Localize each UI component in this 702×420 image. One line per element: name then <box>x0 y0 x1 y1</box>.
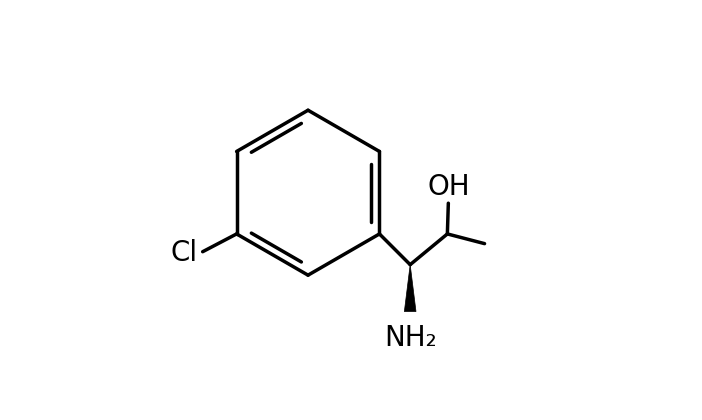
Text: Cl: Cl <box>171 239 198 268</box>
Polygon shape <box>404 265 416 312</box>
Text: OH: OH <box>427 173 470 201</box>
Text: NH₂: NH₂ <box>384 325 437 352</box>
